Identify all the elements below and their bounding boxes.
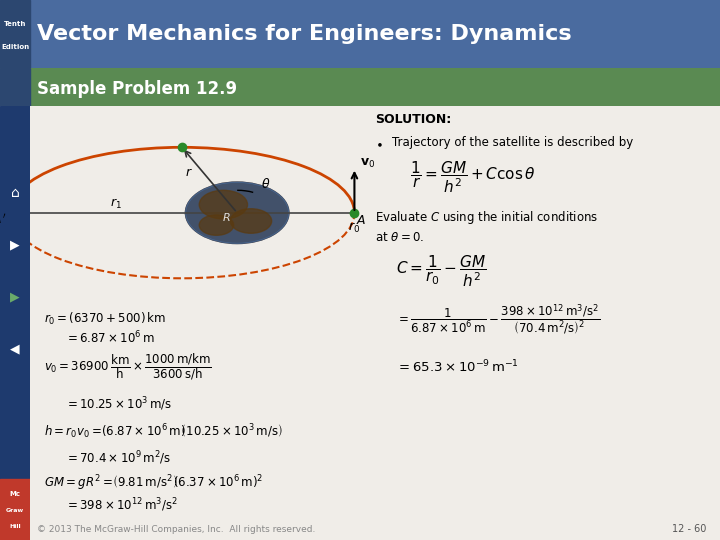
- Circle shape: [186, 182, 289, 244]
- Text: $h = r_0 v_0 = \!\left(6.87\times10^6\,\mathrm{m}\right)\!\!\left(10.25\times10^: $h = r_0 v_0 = \!\left(6.87\times10^6\,\…: [44, 422, 283, 441]
- Text: ⌂: ⌂: [11, 186, 19, 200]
- Text: ◀: ◀: [10, 343, 20, 356]
- Text: Sample Problem 12.9: Sample Problem 12.9: [37, 80, 238, 98]
- Circle shape: [230, 208, 271, 233]
- Bar: [0, 0, 30, 68]
- Bar: [0, 68, 30, 106]
- Text: $r_0 = (6370 + 500)\,\mathrm{km}$: $r_0 = (6370 + 500)\,\mathrm{km}$: [44, 312, 166, 327]
- Text: $R$: $R$: [222, 211, 231, 223]
- Text: $= 65.3\times10^{-9}\,\mathrm{m}^{-1}$: $= 65.3\times10^{-9}\,\mathrm{m}^{-1}$: [396, 359, 519, 375]
- Text: Hill: Hill: [9, 524, 21, 529]
- Text: $\mathbf{v}_0$: $\mathbf{v}_0$: [360, 157, 375, 170]
- Text: Evaluate $C$ using the initial conditions: Evaluate $C$ using the initial condition…: [375, 209, 598, 226]
- Text: Edition: Edition: [1, 44, 30, 50]
- Text: $= 70.4\times10^9\,\mathrm{m^2/s}$: $= 70.4\times10^9\,\mathrm{m^2/s}$: [65, 449, 171, 467]
- Text: $r_0$: $r_0$: [348, 221, 361, 235]
- Text: $r$: $r$: [186, 166, 193, 179]
- Text: $GM = gR^2 = \!\left(9.81\,\mathrm{m/s^2}\right)\!\!\left(6.37\times10^6\,\mathr: $GM = gR^2 = \!\left(9.81\,\mathrm{m/s^2…: [44, 473, 264, 492]
- Text: Graw: Graw: [6, 508, 24, 513]
- Text: 12 - 60: 12 - 60: [672, 524, 706, 534]
- Text: $= \dfrac{1}{6.87\times10^6\,\mathrm{m}} - \dfrac{398\times10^{12}\,\mathrm{m^3/: $= \dfrac{1}{6.87\times10^6\,\mathrm{m}}…: [396, 302, 600, 337]
- Text: $r_1$: $r_1$: [109, 197, 122, 211]
- Circle shape: [199, 215, 234, 235]
- Circle shape: [186, 182, 289, 244]
- Text: $A$: $A$: [356, 214, 367, 227]
- Circle shape: [199, 190, 248, 219]
- Text: $= 6.87\times10^6\,\mathrm{m}$: $= 6.87\times10^6\,\mathrm{m}$: [65, 330, 155, 347]
- Text: SOLUTION:: SOLUTION:: [375, 113, 451, 126]
- Text: $A'$: $A'$: [0, 213, 6, 227]
- Text: $C = \dfrac{1}{r_0} - \dfrac{GM}{h^2}$: $C = \dfrac{1}{r_0} - \dfrac{GM}{h^2}$: [396, 253, 486, 289]
- Bar: [0, 480, 30, 540]
- Text: Mc: Mc: [9, 491, 21, 497]
- Text: at $\theta = 0.$: at $\theta = 0.$: [375, 232, 424, 245]
- Text: $= 10.25\times10^3\,\mathrm{m/s}$: $= 10.25\times10^3\,\mathrm{m/s}$: [65, 396, 172, 414]
- Text: $\bullet$: $\bullet$: [375, 137, 383, 150]
- Text: ▶: ▶: [10, 239, 20, 252]
- Text: Tenth: Tenth: [4, 21, 27, 26]
- Text: Trajectory of the satellite is described by: Trajectory of the satellite is described…: [392, 137, 634, 150]
- Text: $\theta$: $\theta$: [261, 177, 271, 191]
- Text: Vector Mechanics for Engineers: Dynamics: Vector Mechanics for Engineers: Dynamics: [37, 24, 572, 44]
- Text: $= 398\times10^{12}\,\mathrm{m^3/s^2}$: $= 398\times10^{12}\,\mathrm{m^3/s^2}$: [65, 496, 178, 514]
- Text: $\dfrac{1}{r} = \dfrac{GM}{h^2} + C\cos\theta$: $\dfrac{1}{r} = \dfrac{GM}{h^2} + C\cos\…: [410, 159, 536, 195]
- Text: $v_0 = 36900\,\dfrac{\mathrm{km}}{\mathrm{h}}\times\dfrac{1000\,\mathrm{m/km}}{3: $v_0 = 36900\,\dfrac{\mathrm{km}}{\mathr…: [44, 352, 212, 382]
- Text: ▶: ▶: [10, 291, 20, 303]
- Text: © 2013 The McGraw-Hill Companies, Inc.  All rights reserved.: © 2013 The McGraw-Hill Companies, Inc. A…: [37, 524, 315, 534]
